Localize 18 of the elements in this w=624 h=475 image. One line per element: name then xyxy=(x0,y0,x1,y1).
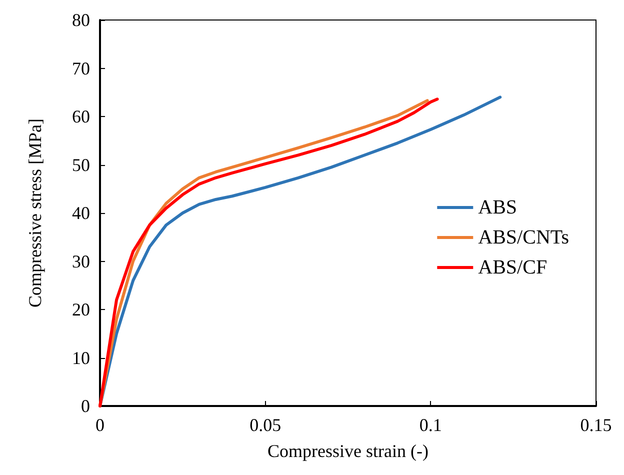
x-tick-label: 0.05 xyxy=(250,415,282,435)
y-tick-label: 60 xyxy=(72,106,90,126)
x-tick-label: 0 xyxy=(96,415,104,435)
y-tick-label: 20 xyxy=(72,300,90,320)
y-tick-label: 10 xyxy=(72,348,90,368)
y-tick-label: 30 xyxy=(72,251,90,272)
y-tick-label: 0 xyxy=(81,396,90,416)
y-tick-label: 40 xyxy=(72,203,90,223)
legend-label: ABS/CF xyxy=(478,256,548,278)
y-axis-title: Compressive stress [MPa] xyxy=(25,118,45,308)
y-tick-label: 50 xyxy=(72,154,90,175)
x-axis-title: Compressive strain (-) xyxy=(268,441,428,461)
x-tick-label: 0.1 xyxy=(419,415,442,435)
legend-label: ABS/CNTs xyxy=(478,226,570,248)
y-tick-label: 70 xyxy=(72,58,90,78)
legend-label: ABS xyxy=(478,196,518,218)
y-tick-label: 80 xyxy=(72,10,90,30)
x-tick-label: 0.15 xyxy=(580,415,612,435)
